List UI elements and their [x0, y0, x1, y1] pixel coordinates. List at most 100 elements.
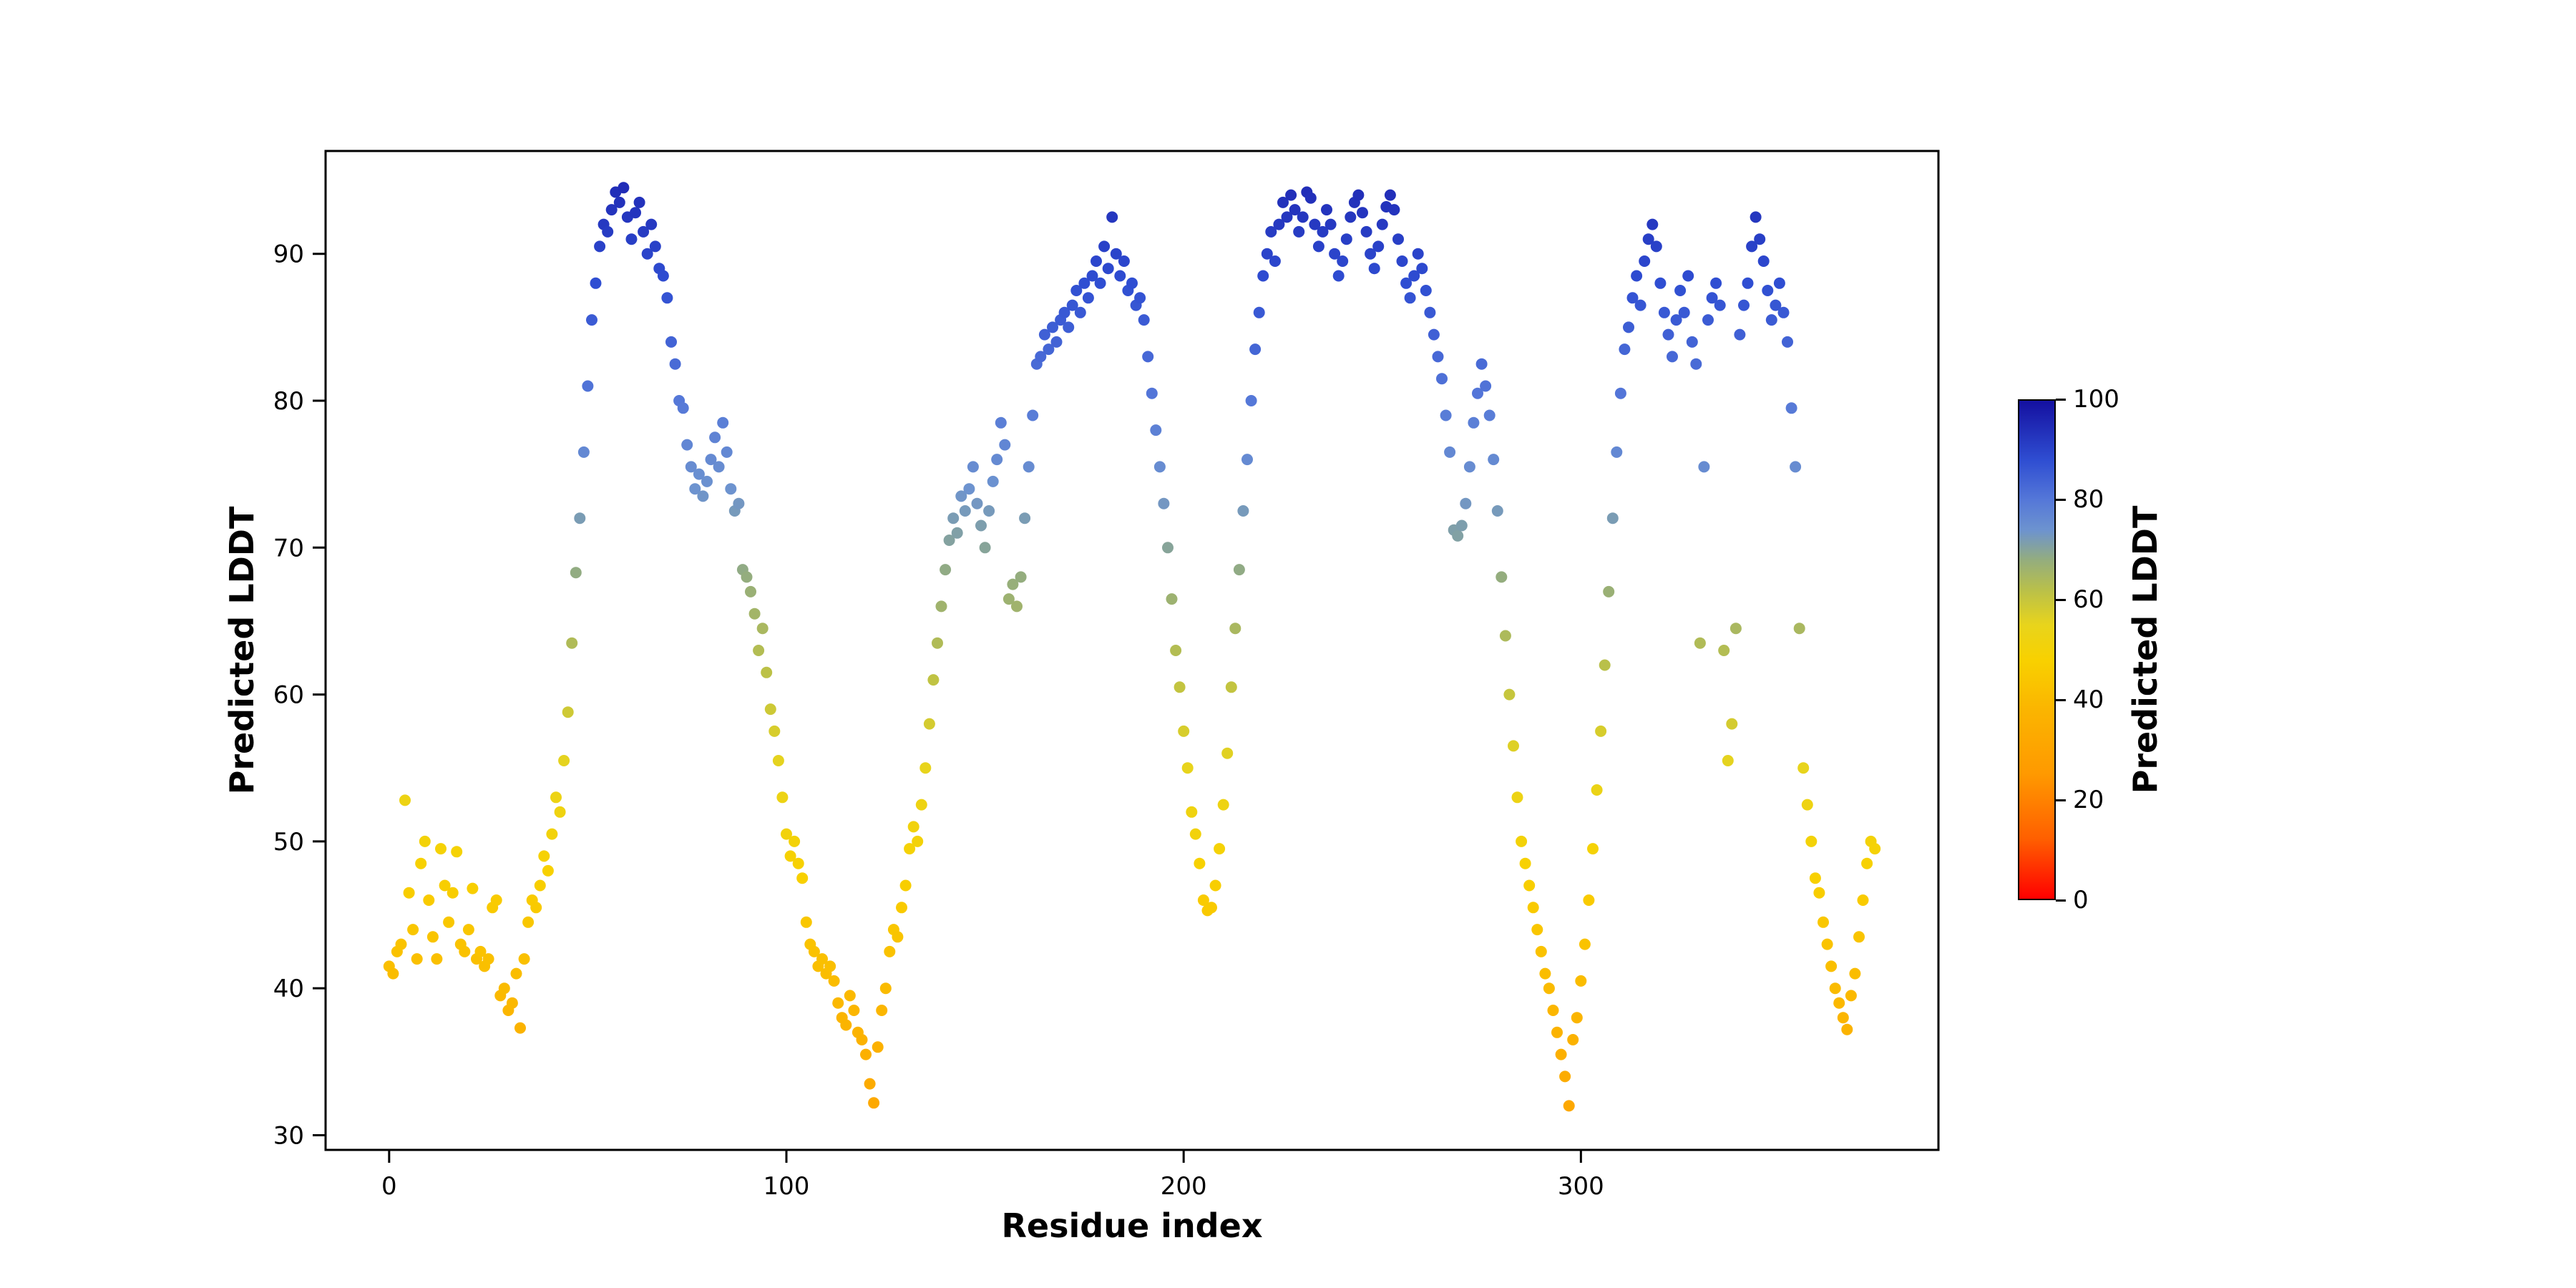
scatter-point	[1317, 225, 1329, 238]
scatter-point	[1206, 902, 1217, 914]
scatter-point	[1508, 740, 1519, 752]
scatter-point	[904, 843, 916, 855]
scatter-point	[1551, 1026, 1563, 1038]
scatter-point	[1114, 270, 1126, 282]
scatter-point	[963, 483, 975, 495]
scatter-point	[1777, 306, 1790, 318]
scatter-point	[1360, 225, 1372, 238]
scatter-point	[1257, 270, 1269, 282]
scatter-point	[1269, 255, 1281, 267]
scatter-point	[1400, 277, 1413, 289]
scatter-point	[605, 204, 618, 216]
scatter-point	[1309, 218, 1321, 230]
scatter-point	[582, 380, 594, 392]
scatter-point	[1365, 248, 1377, 260]
scatter-point	[570, 567, 582, 579]
scatter-point	[1285, 189, 1297, 201]
scatter-point	[1559, 1070, 1571, 1083]
scatter-point	[1718, 645, 1730, 656]
scatter-point	[753, 645, 765, 656]
scatter-point	[717, 416, 729, 429]
scatter-point	[947, 512, 960, 525]
scatter-point	[796, 872, 809, 884]
scatter-point	[1634, 299, 1646, 311]
scatter-point	[721, 446, 733, 458]
scatter-point	[657, 270, 669, 282]
x-axis-label: Residue index	[1001, 1206, 1263, 1245]
colorbar-tick	[2056, 698, 2066, 701]
scatter-point	[781, 828, 792, 840]
scatter-point	[1197, 894, 1209, 906]
scatter-point	[1277, 196, 1289, 208]
scatter-point	[1324, 218, 1337, 230]
scatter-point	[1058, 306, 1070, 318]
scatter-point	[1488, 454, 1500, 466]
scatter-point	[896, 902, 907, 914]
scatter-point	[832, 997, 844, 1009]
scatter-point	[1329, 248, 1341, 260]
scatter-point	[641, 248, 653, 260]
plot-border	[324, 150, 1940, 1151]
scatter-point	[1265, 225, 1277, 238]
scatter-point	[558, 755, 570, 766]
scatter-point	[1833, 997, 1845, 1009]
scatter-point	[1142, 351, 1154, 363]
scatter-point	[506, 997, 518, 1009]
scatter-point	[435, 843, 447, 855]
scatter-point	[840, 1019, 852, 1031]
scatter-point	[474, 945, 487, 957]
colorbar-tick-label: 100	[2073, 385, 2119, 414]
scatter-point	[697, 490, 709, 502]
scatter-point	[1281, 211, 1293, 223]
scatter-point	[1496, 571, 1508, 583]
scatter-point	[1499, 630, 1511, 642]
scatter-point	[940, 564, 952, 576]
scatter-point	[1797, 762, 1810, 774]
scatter-point	[999, 439, 1011, 451]
scatter-point	[534, 879, 546, 892]
scatter-point	[912, 835, 924, 847]
scatter-point	[459, 945, 471, 957]
scatter-point	[1444, 446, 1456, 458]
scatter-point	[1682, 270, 1694, 282]
scatter-point	[586, 314, 597, 326]
scatter-point	[1555, 1048, 1567, 1060]
scatter-point	[1138, 314, 1150, 326]
scatter-point	[1757, 255, 1770, 267]
scatter-point	[443, 916, 455, 928]
scatter-point	[1869, 843, 1881, 855]
scatter-point	[530, 902, 542, 914]
scatter-point	[1126, 277, 1138, 289]
scatter-point	[808, 945, 820, 957]
scatter-point	[1571, 1012, 1583, 1024]
scatter-point	[1091, 255, 1102, 267]
scatter-point	[1527, 902, 1539, 914]
scatter-point	[1762, 285, 1774, 296]
scatter-point	[1150, 424, 1162, 436]
scatter-point	[399, 794, 411, 806]
scatter-point	[1237, 505, 1249, 517]
y-tick-label: 70	[273, 534, 304, 562]
scatter-point	[1722, 755, 1734, 766]
scatter-point	[1428, 328, 1440, 341]
scatter-point	[403, 887, 415, 899]
scatter-point	[844, 990, 856, 1002]
scatter-point	[538, 850, 550, 862]
scatter-point	[967, 461, 979, 473]
colorbar-tick-label: 20	[2073, 786, 2104, 814]
scatter-point	[856, 1034, 868, 1045]
scatter-point	[1614, 387, 1626, 399]
y-tick-label: 30	[273, 1121, 304, 1150]
scatter-point	[741, 571, 753, 583]
colorbar-tick-label: 60	[2073, 585, 2104, 614]
scatter-point	[1352, 189, 1365, 201]
scatter-point	[1460, 497, 1472, 509]
scatter-point	[1245, 395, 1257, 406]
scatter-point	[1225, 681, 1237, 693]
scatter-point	[1726, 718, 1738, 730]
scatter-point	[645, 218, 658, 230]
scatter-point	[1396, 255, 1408, 267]
scatter-point	[689, 483, 701, 495]
scatter-point	[848, 1005, 860, 1016]
scatter-point	[1619, 343, 1631, 356]
